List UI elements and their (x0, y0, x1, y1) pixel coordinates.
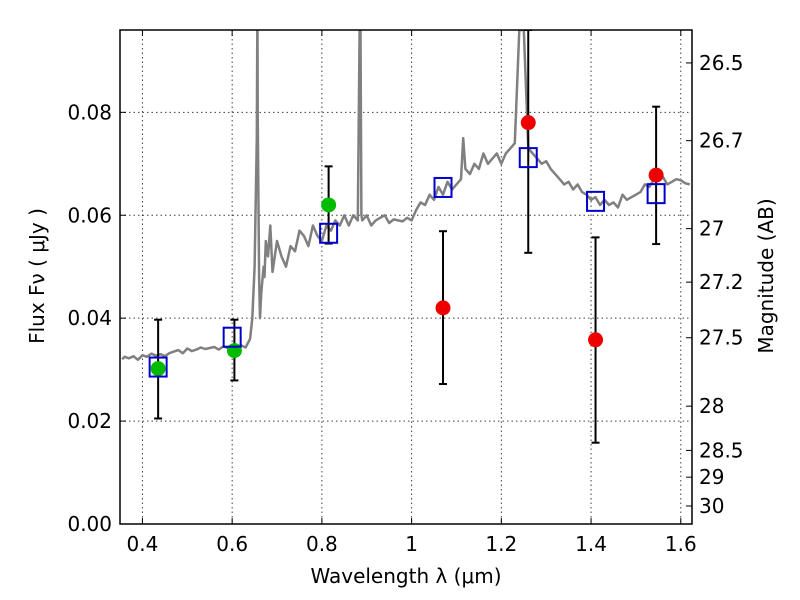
square-marker (433, 176, 453, 198)
right-tick-label: 29 (699, 465, 724, 489)
x-tick-label: 1.4 (575, 532, 607, 556)
green-data-point (150, 361, 166, 377)
x-axis-title: Wavelength λ (μm) (310, 564, 501, 588)
square-marker (586, 190, 606, 212)
square-marker (646, 183, 666, 205)
right-tick-label: 27.5 (699, 326, 744, 350)
y-tick-label: 0.08 (67, 100, 112, 124)
x-tick-label: 0.4 (127, 532, 159, 556)
right-axis-title: Magnitude (AB) (754, 198, 778, 353)
right-tick-label: 27 (699, 217, 724, 241)
marker-layer (148, 115, 666, 378)
square-marker (319, 222, 339, 244)
right-tick-label: 26.7 (699, 129, 744, 153)
plot-frame (119, 29, 693, 525)
right-tick-label: 26.5 (699, 51, 744, 75)
y-tick-label: 0.06 (67, 203, 112, 227)
red-data-point (520, 115, 536, 131)
x-tick-label: 1.2 (485, 532, 517, 556)
y-tick-label: 0.04 (67, 306, 112, 330)
right-tick-label: 30 (699, 494, 724, 518)
square-marker (148, 356, 168, 378)
right-tick-label: 27.2 (699, 270, 744, 294)
right-tick-label: 28.5 (699, 438, 744, 462)
x-tick-label: 1 (405, 532, 418, 556)
x-tick-label: 0.6 (216, 532, 248, 556)
square-marker (222, 326, 242, 348)
red-data-point (648, 167, 664, 183)
y-tick-label: 0.00 (67, 512, 112, 536)
y-axis-title: Flux Fν ( μJy ) (25, 208, 49, 344)
square-marker (518, 147, 538, 169)
green-data-point (226, 343, 242, 359)
x-tick-label: 1.6 (665, 532, 697, 556)
y-tick-label: 0.02 (67, 409, 112, 433)
x-tick-label: 0.8 (306, 532, 338, 556)
red-data-point (435, 300, 451, 316)
tick-layer: 0.4 0.6 0.8 1 1.2 1.4 1.6 0.00 0.02 0.04 0.06 0.08 2… (67, 30, 744, 556)
red-data-point (588, 332, 604, 348)
green-data-point (321, 197, 337, 213)
right-tick-label: 28 (699, 394, 724, 418)
